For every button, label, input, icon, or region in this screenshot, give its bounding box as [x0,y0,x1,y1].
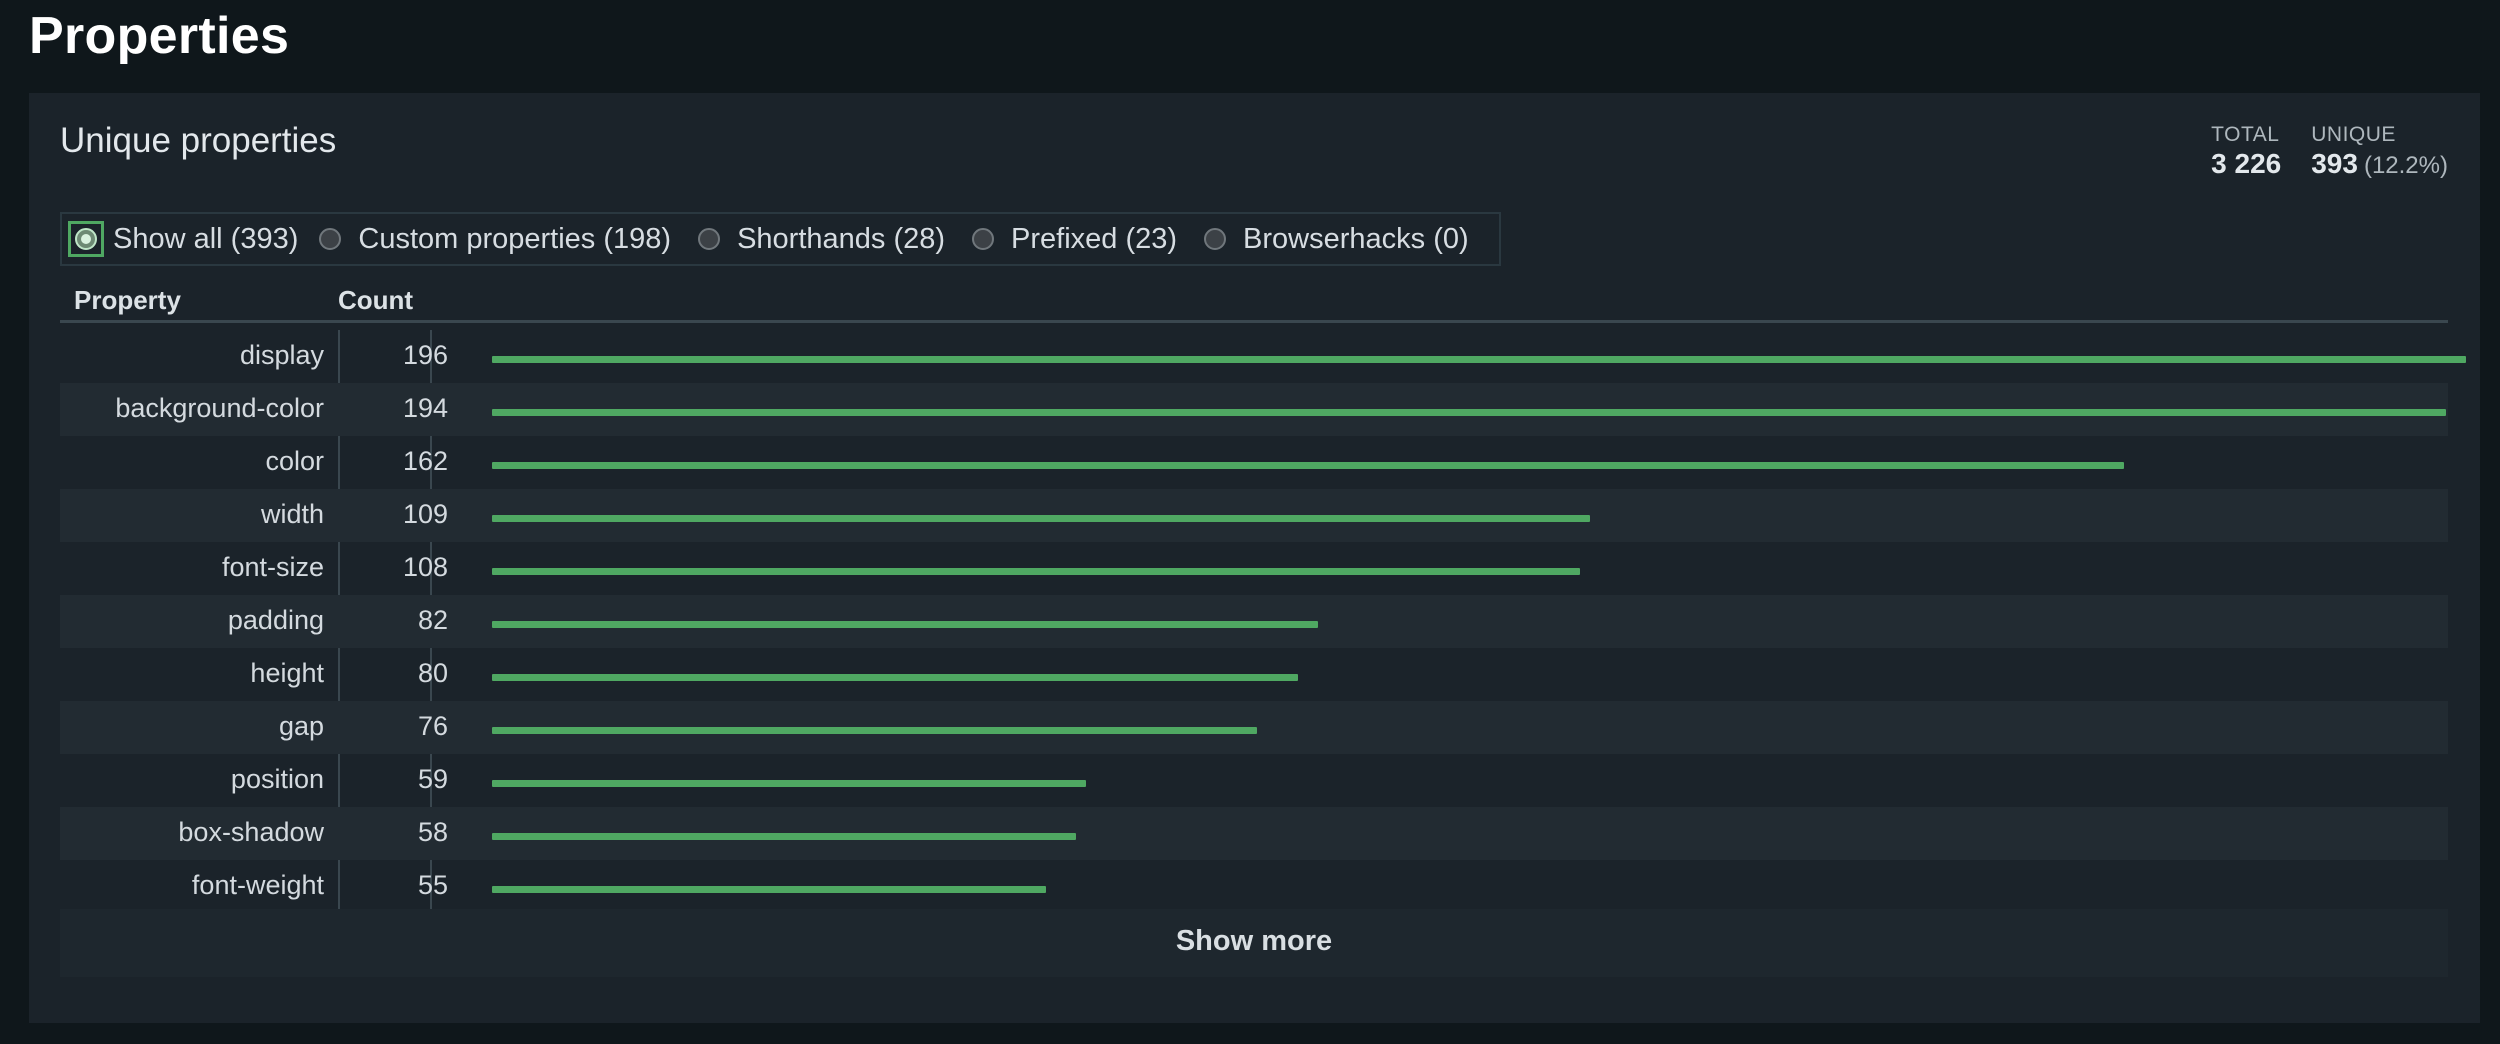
count-bar [492,568,1580,575]
unique-properties-panel: Unique properties TOTAL 3 226 UNIQUE 393… [29,93,2480,1023]
table-row: height 80 [60,648,2448,701]
radio-button[interactable] [75,228,97,250]
property-count: 59 [417,764,448,794]
show-more-button[interactable]: Show more [1175,925,1333,957]
property-count: 55 [417,870,448,900]
stat-total-label: TOTAL [2211,123,2280,146]
filter-option[interactable]: Show all (393) [62,221,298,257]
table-row: width 109 [60,489,2448,542]
table-row: position 59 [60,754,2448,807]
property-name: background-color [115,393,324,423]
count-bar [492,674,1298,681]
table-row: font-size 108 [60,542,2448,595]
property-name: padding [227,605,324,635]
stat-total: TOTAL 3 226 [2211,123,2281,180]
radio-button[interactable] [972,228,995,250]
stat-unique-value: 393 [2311,148,2358,179]
count-bar [492,621,1318,628]
count-bar [492,727,1257,734]
filter-option[interactable]: Custom properties (198) [298,223,671,256]
stats: TOTAL 3 226 UNIQUE 393 (12.2%) [2211,123,2448,180]
property-name: box-shadow [178,817,324,847]
filter-label: Browserhacks (0) [1243,222,1469,255]
property-count: 162 [402,446,448,476]
filter-label: Prefixed (23) [1011,222,1178,255]
radio-button[interactable] [698,228,721,250]
table-row: display 196 [60,330,2466,383]
table-row: padding 82 [60,595,2448,648]
count-bar [492,780,1086,787]
property-count: 58 [417,817,448,847]
property-count: 80 [417,658,448,688]
property-name: width [260,499,324,529]
count-bar [492,356,2466,363]
table-header: Property Count [60,283,2448,323]
stat-total-value: 3 226 [2211,148,2282,179]
stat-unique-line: 393 (12.2%) [2311,148,2448,180]
panel-title: Unique properties [60,121,337,160]
stat-unique-percent: (12.2%) [2363,152,2448,179]
count-bar [492,462,2124,469]
count-bar [492,409,2446,416]
show-more-area: Show more [60,909,2448,977]
page-title: Properties [29,7,290,65]
filter-option[interactable]: Shorthands (28) [671,223,945,256]
filter-label: Custom properties (198) [358,222,672,255]
filter-label: Show all (393) [113,222,299,255]
table-row: gap 76 [60,701,2448,754]
table-row: font-weight 55 [60,860,2448,913]
filter-label: Shorthands (28) [737,222,946,255]
property-count: 196 [402,340,448,370]
filter-option[interactable]: Browserhacks (0) [1177,223,1469,256]
property-count: 194 [402,393,448,423]
property-name: color [265,446,324,476]
table-row: box-shadow 58 [60,807,2448,860]
property-count: 82 [417,605,448,635]
property-filter-group: Show all (393) Custom properties (198) Sho… [60,212,1501,266]
stat-unique-label: UNIQUE [2311,123,2396,146]
property-name: font-weight [191,870,324,900]
property-name: display [239,340,324,370]
stat-unique: UNIQUE 393 (12.2%) [2311,123,2448,180]
radio-button[interactable] [1204,228,1227,250]
filter-option[interactable]: Prefixed (23) [945,223,1177,256]
property-name: position [230,764,324,794]
column-header-count[interactable]: Count [338,285,414,315]
count-bar [492,833,1076,840]
table-row: background-color 194 [60,383,2448,436]
count-bar [492,886,1046,893]
property-name: height [250,658,324,688]
count-bar [492,515,1590,522]
property-name: font-size [221,552,324,582]
radio-focus-ring [68,221,104,257]
property-count: 76 [417,711,448,741]
property-count: 108 [402,552,448,582]
table-row: color 162 [60,436,2448,489]
column-header-property[interactable]: Property [74,285,181,315]
property-name: gap [278,711,324,741]
radio-button[interactable] [319,228,342,250]
property-count: 109 [402,499,448,529]
property-table-body: display 196 background-color 194 color 162 wid… [60,330,2466,913]
